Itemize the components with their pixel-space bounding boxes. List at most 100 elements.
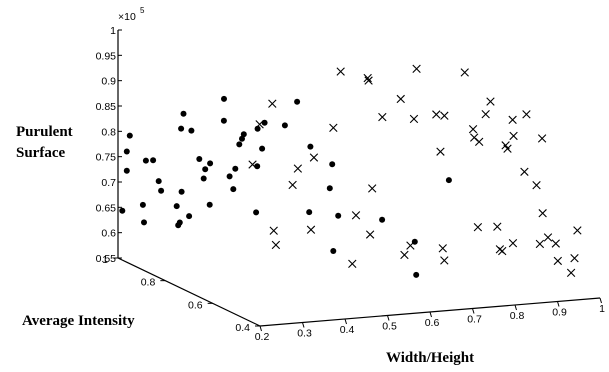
y-tick-label: 0.4 bbox=[235, 322, 250, 334]
y-axis-title: Average Intensity bbox=[22, 313, 135, 329]
z-axis-title-line1: Purulent bbox=[16, 124, 73, 140]
x-axis-title: Width/Height bbox=[386, 350, 474, 366]
data-point-cross bbox=[363, 73, 372, 83]
z-tick-label: 0.75 bbox=[96, 152, 117, 164]
cross-stroke bbox=[537, 134, 547, 143]
data-point-cross bbox=[351, 211, 361, 220]
cross-stroke bbox=[486, 97, 495, 106]
data-point-dot bbox=[232, 165, 239, 172]
data-point-cross bbox=[508, 115, 517, 125]
data-point-dot bbox=[200, 175, 207, 182]
data-point-dot bbox=[155, 178, 162, 185]
x-tick-label: 0.4 bbox=[340, 324, 355, 336]
data-point-cross bbox=[255, 120, 264, 129]
x-tick-mark bbox=[472, 308, 475, 314]
z-tick-label: 0.65 bbox=[96, 202, 117, 214]
cross-stroke bbox=[508, 238, 518, 248]
data-point-dot bbox=[186, 213, 193, 220]
x-tick-mark bbox=[599, 297, 602, 304]
data-point-cross bbox=[501, 141, 510, 150]
data-point-dot bbox=[330, 248, 337, 254]
z-tick-label: 0.55 bbox=[96, 253, 117, 265]
data-point-cross bbox=[306, 225, 316, 234]
cross-stroke bbox=[570, 254, 579, 263]
cross-stroke bbox=[412, 64, 421, 74]
data-point-cross bbox=[269, 226, 278, 235]
cross-stroke bbox=[329, 123, 338, 132]
data-point-cross bbox=[365, 230, 375, 239]
data-point-dot bbox=[178, 188, 185, 195]
data-point-cross bbox=[495, 245, 505, 254]
cross-stroke bbox=[535, 239, 545, 249]
z-tick-label: 1 bbox=[110, 25, 116, 37]
data-point-cross bbox=[537, 134, 547, 143]
x-tick-mark bbox=[514, 304, 517, 311]
data-point-cross bbox=[436, 147, 445, 156]
x-tick-mark bbox=[344, 318, 347, 325]
data-point-dot bbox=[379, 216, 386, 223]
data-point-cross bbox=[438, 244, 447, 253]
x-tick-label: 0.2 bbox=[255, 331, 270, 343]
cross-stroke bbox=[522, 110, 531, 119]
data-point-dot bbox=[226, 173, 233, 180]
data-point-cross bbox=[486, 97, 495, 106]
data-point-cross bbox=[520, 167, 529, 176]
cross-stroke bbox=[409, 114, 419, 124]
data-point-cross bbox=[293, 164, 303, 173]
data-point-cross bbox=[440, 256, 449, 265]
x-tick-mark bbox=[387, 315, 390, 321]
data-point-cross bbox=[508, 238, 518, 248]
data-point-cross bbox=[268, 99, 277, 108]
data-point-cross bbox=[329, 123, 338, 132]
x-tick-label: 0.5 bbox=[382, 321, 397, 333]
cross-stroke bbox=[336, 67, 345, 76]
data-point-dot bbox=[123, 148, 130, 155]
cross-stroke bbox=[481, 109, 490, 119]
cross-stroke bbox=[368, 184, 377, 193]
cross-stroke bbox=[474, 137, 484, 146]
data-point-cross bbox=[566, 268, 576, 278]
cross-stroke bbox=[400, 250, 409, 260]
cross-stroke bbox=[271, 240, 281, 250]
data-point-cross bbox=[468, 125, 478, 134]
data-point-cross bbox=[481, 109, 490, 119]
data-point-dot bbox=[240, 131, 247, 138]
cross-stroke bbox=[364, 76, 373, 85]
data-point-dot bbox=[206, 201, 213, 208]
x-tick-label: 0.3 bbox=[297, 328, 312, 340]
data-point-dot bbox=[239, 135, 245, 142]
data-point-cross bbox=[551, 239, 560, 248]
data-point-dot bbox=[307, 143, 314, 150]
cross-stroke bbox=[406, 241, 415, 250]
data-point-cross bbox=[473, 222, 483, 232]
data-point-cross bbox=[368, 184, 377, 193]
data-point-dot bbox=[141, 219, 147, 226]
data-point-dot bbox=[119, 207, 126, 214]
cross-stroke bbox=[288, 180, 297, 190]
y-axis-line bbox=[117, 257, 261, 327]
data-point-dot bbox=[139, 201, 146, 208]
data-point-dot bbox=[335, 212, 342, 219]
z-tick-label: 0.8 bbox=[101, 126, 116, 138]
data-point-cross bbox=[460, 68, 469, 77]
cross-stroke bbox=[432, 110, 441, 119]
data-point-dot bbox=[326, 185, 333, 192]
cross-stroke bbox=[440, 256, 449, 265]
cross-stroke bbox=[509, 131, 518, 141]
data-point-dot bbox=[142, 157, 149, 164]
cross-stroke bbox=[460, 68, 469, 77]
cross-stroke bbox=[473, 222, 483, 232]
data-point-cross bbox=[474, 137, 484, 146]
data-point-cross bbox=[573, 226, 582, 235]
data-point-cross bbox=[248, 160, 257, 169]
data-point-dot bbox=[220, 117, 227, 124]
cross-stroke bbox=[268, 99, 277, 108]
data-point-dot bbox=[230, 186, 237, 193]
data-point-dot bbox=[254, 163, 261, 170]
data-point-cross bbox=[553, 256, 563, 266]
cross-stroke bbox=[306, 225, 316, 234]
data-point-dot bbox=[188, 127, 195, 134]
data-point-cross bbox=[509, 131, 518, 141]
data-point-dot bbox=[180, 110, 187, 117]
